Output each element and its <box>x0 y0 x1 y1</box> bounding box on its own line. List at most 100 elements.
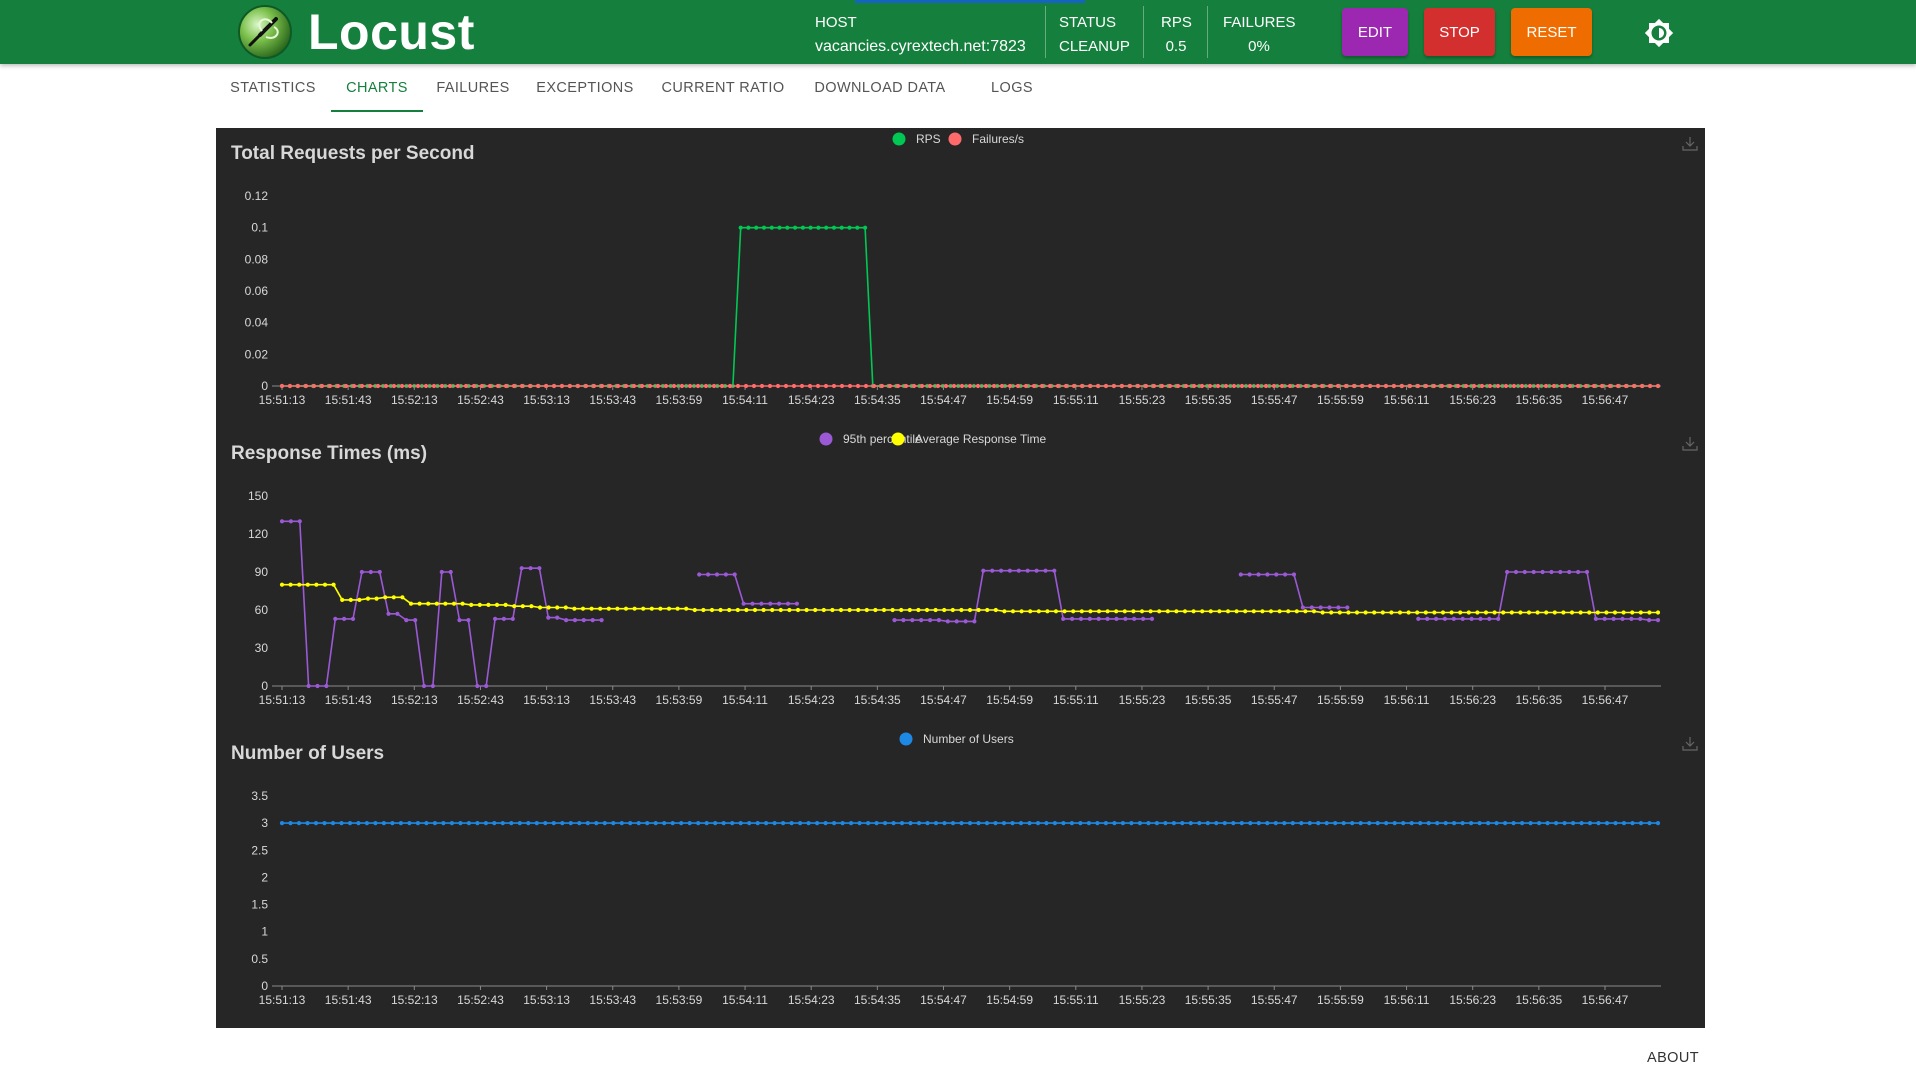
data-point <box>761 607 766 613</box>
data-point <box>1028 609 1033 614</box>
x-tick-label: 15:56:23 <box>1449 993 1496 1007</box>
data-point <box>1096 616 1101 621</box>
tab-failures[interactable]: FAILURES <box>436 80 510 96</box>
y-tick-label: 0.06 <box>245 284 269 298</box>
data-point <box>1062 609 1067 614</box>
stop-button[interactable]: STOP <box>1424 8 1495 56</box>
data-point <box>679 383 685 389</box>
data-point <box>400 595 405 600</box>
tab-download-data[interactable]: DOWNLOAD DATA <box>814 80 946 96</box>
x-tick-label: 15:55:11 <box>1053 393 1099 407</box>
data-point <box>484 683 489 689</box>
data-point <box>1031 383 1037 389</box>
failures-value: 0% <box>1248 38 1270 55</box>
chart-title: Total Requests per Second <box>231 143 475 164</box>
data-point <box>1511 821 1516 826</box>
data-point <box>591 383 597 389</box>
data-point <box>1440 610 1446 615</box>
data-point <box>1562 821 1567 826</box>
data-point <box>391 383 397 389</box>
chart-3: Number of Users Number of Users 0 0.5 1 1.5 2 2… <box>231 732 1698 1007</box>
data-point <box>1375 821 1380 826</box>
data-point <box>519 383 525 389</box>
tab-charts[interactable]: CHARTS <box>346 80 408 96</box>
data-point <box>666 606 672 611</box>
data-point <box>1431 383 1437 389</box>
about-link[interactable]: ABOUT <box>1647 1050 1699 1066</box>
data-point <box>1174 609 1179 614</box>
data-point <box>1238 572 1243 577</box>
data-point <box>1558 569 1563 575</box>
edit-button[interactable]: EDIT <box>1342 8 1408 56</box>
data-point <box>1234 609 1239 614</box>
data-point <box>1007 568 1013 573</box>
data-point <box>1612 610 1618 615</box>
data-point <box>439 569 444 575</box>
data-point <box>1103 821 1108 826</box>
data-point <box>655 383 661 389</box>
x-tick-label: 15:52:13 <box>391 993 438 1007</box>
data-point <box>1655 618 1661 623</box>
data-point <box>383 383 389 389</box>
data-point <box>430 683 435 689</box>
data-point <box>1587 821 1593 826</box>
data-point <box>1583 383 1589 389</box>
data-point <box>1407 383 1413 389</box>
tab-statistics[interactable]: STATISTICS <box>230 80 316 96</box>
data-point <box>519 566 524 571</box>
data-point <box>1345 605 1350 610</box>
download-icon <box>1682 137 1698 151</box>
reset-button[interactable]: RESET <box>1511 8 1592 56</box>
data-point <box>543 821 548 826</box>
app-brand[interactable]: Locust <box>308 4 475 60</box>
data-point <box>727 607 732 613</box>
data-point <box>1399 383 1405 389</box>
data-point <box>1290 821 1295 826</box>
data-point <box>1300 605 1305 610</box>
data-point <box>1607 383 1613 389</box>
data-point <box>1127 383 1133 389</box>
data-point <box>1131 609 1136 614</box>
tab-logs[interactable]: LOGS <box>991 80 1033 96</box>
data-point <box>1180 821 1185 826</box>
tab-current-ratio[interactable]: CURRENT RATIO <box>661 80 785 96</box>
data-point <box>928 618 933 623</box>
data-point <box>377 569 382 575</box>
data-point <box>730 821 735 826</box>
data-point <box>1479 383 1485 389</box>
failures-label: FAILURES <box>1223 14 1296 31</box>
data-point <box>777 601 782 606</box>
data-point <box>381 821 386 826</box>
data-point <box>847 607 852 613</box>
data-point <box>754 225 759 230</box>
data-point <box>1010 609 1016 614</box>
data-point <box>863 225 868 230</box>
data-point <box>1647 618 1652 623</box>
data-point <box>611 821 616 826</box>
data-point <box>492 821 497 826</box>
data-point <box>738 821 743 826</box>
data-point <box>486 602 491 607</box>
data-point <box>572 606 577 611</box>
x-tick-label: 15:53:59 <box>656 693 703 707</box>
data-point <box>1397 610 1403 615</box>
data-point <box>1358 821 1363 826</box>
download-icon <box>1682 437 1698 451</box>
x-tick-label: 15:55:11 <box>1053 993 1099 1007</box>
brightness-icon[interactable] <box>1644 18 1674 48</box>
data-point <box>800 225 806 230</box>
data-point <box>1593 616 1598 621</box>
download-icon-tray <box>1682 746 1698 751</box>
data-point <box>778 607 783 613</box>
data-point <box>1549 569 1554 575</box>
x-tick-label: 15:53:59 <box>656 393 703 407</box>
data-point <box>911 383 917 389</box>
data-point <box>1070 616 1075 621</box>
data-point <box>815 383 821 389</box>
data-point <box>718 607 723 613</box>
data-point <box>793 225 798 230</box>
data-point <box>719 383 725 389</box>
data-point <box>871 383 877 389</box>
data-point <box>764 821 769 826</box>
tab-exceptions[interactable]: EXCEPTIONS <box>536 80 634 96</box>
